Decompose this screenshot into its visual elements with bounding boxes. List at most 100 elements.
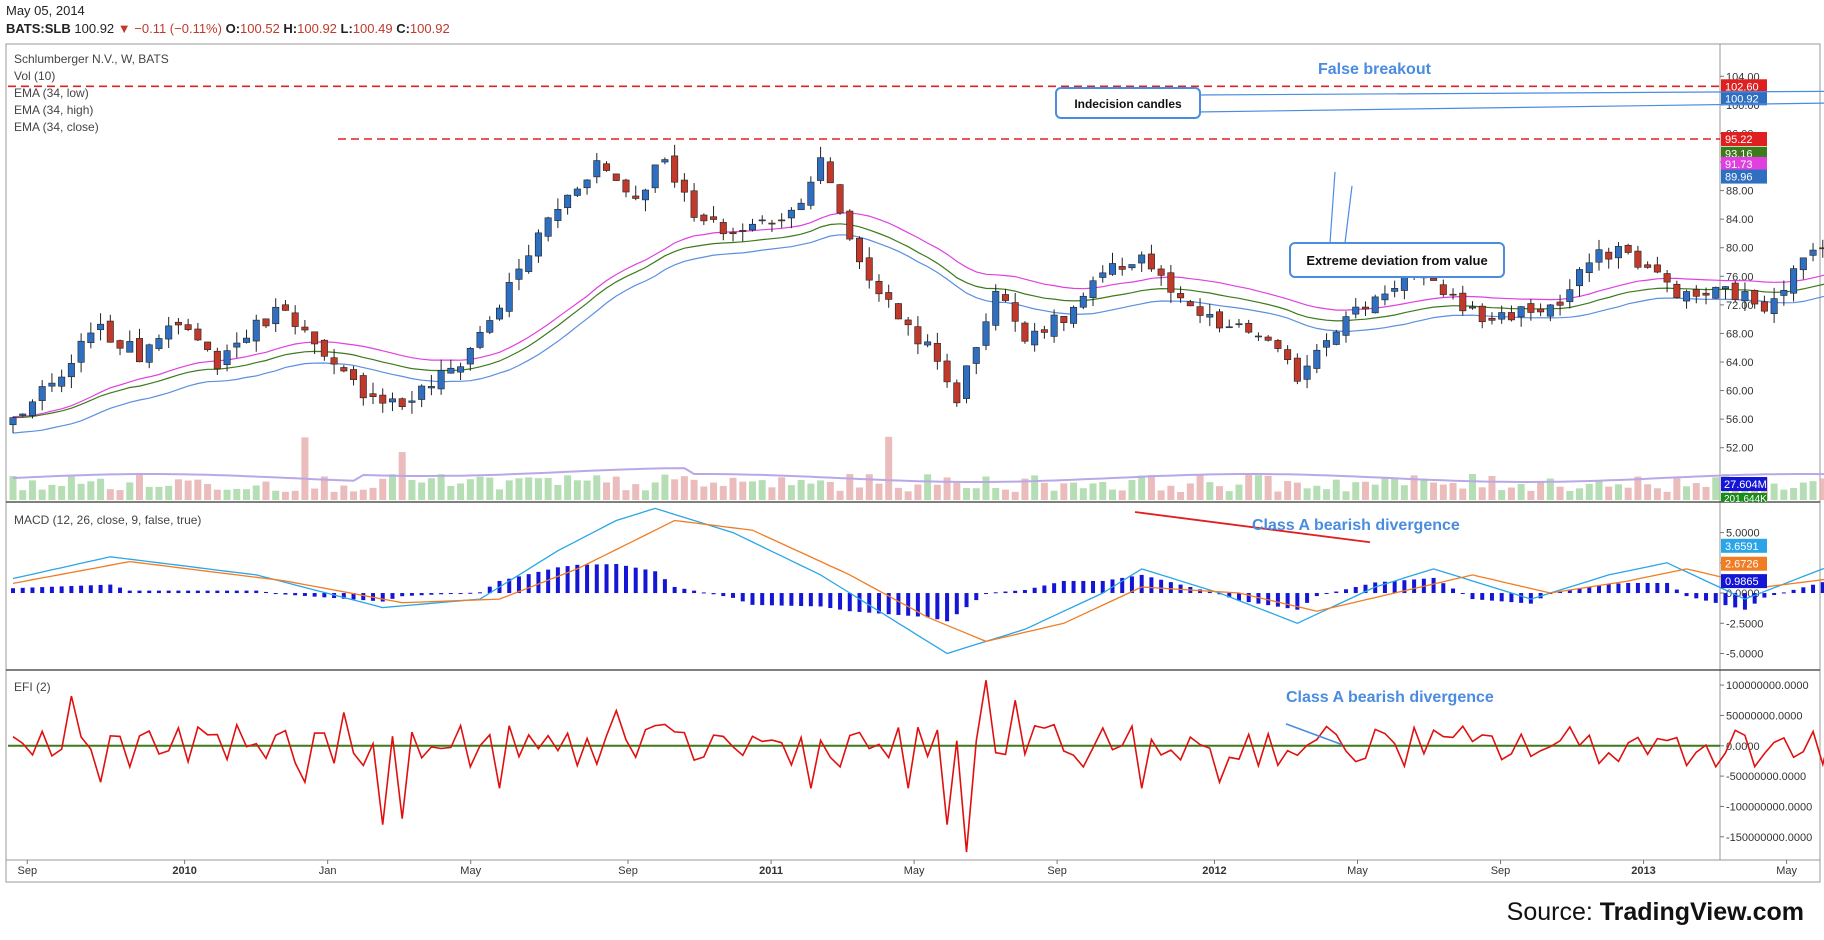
candle [1459,292,1467,312]
volume-bar [486,477,494,500]
volume-bar [836,490,844,500]
volume-bar [1488,476,1496,500]
efi-tick-label: 50000000.0000 [1726,710,1802,722]
macd-histogram-bar [380,593,385,602]
volume-bar [1624,487,1632,500]
macd-histogram-bar [1003,591,1008,594]
volume-bar [272,490,280,500]
volume-bar [1089,483,1097,500]
candle [1721,286,1729,290]
time-tick-label: Jan [319,865,337,877]
macd-badge [1721,556,1767,571]
macd-histogram-bar [1392,580,1397,594]
macd-histogram-bar [1489,593,1494,601]
macd-histogram-bar [1081,580,1086,594]
price-tick-label: 64.00 [1726,357,1754,369]
volume-bar [515,478,523,500]
volume-bar [194,479,202,500]
volume-bar [924,474,932,500]
efi-line [12,680,1824,853]
candle [223,350,231,365]
macd-histogram-bar [1129,576,1134,594]
volume-bar [1021,478,1029,500]
macd-histogram-bar [273,593,278,595]
candle [1128,264,1136,269]
volume-bar [1303,488,1311,500]
volume-bar [1079,488,1087,500]
volume-bar [340,485,348,500]
volume-bar [1138,475,1146,500]
chart-date: May 05, 2014 [6,3,85,18]
macd-histogram-bar [1402,580,1407,594]
false-breakout-annotation: False breakout [1318,61,1432,78]
volume-bar [174,479,182,500]
candle [690,190,698,218]
macd-histogram-bar [1519,593,1524,603]
volume-bar [1342,491,1350,500]
volume-bar [1196,474,1204,500]
volume-bar [1060,483,1068,500]
volume-bar [1001,489,1009,500]
volume-bar [155,486,163,500]
macd-histogram-bar [818,593,823,607]
candle [933,343,941,362]
volume-bar [466,479,474,500]
time-tick-label: May [1347,865,1368,877]
volume-bar [87,481,95,500]
volume-bar [583,480,591,500]
candle [476,331,484,348]
macd-histogram-bar [993,592,998,594]
candle [1712,286,1720,299]
candle [817,157,825,181]
macd-histogram-bar [1665,582,1670,594]
candle [359,375,367,399]
macd-histogram-bar [1635,582,1640,594]
macd-badge-label: 0.9865 [1725,576,1759,588]
macd-histogram-bar [1762,593,1767,598]
macd-histogram-bar [1606,583,1611,594]
candle [1488,317,1496,321]
legend-entry: EMA (34, high) [14,103,93,117]
volume-bar [1663,491,1671,500]
candle [1478,305,1486,323]
ema-low-badge [1721,169,1767,184]
candle [1070,306,1078,324]
volume-bar [894,487,902,500]
efi-divergence-line [1285,723,1343,746]
macd-histogram-bar [1820,582,1824,594]
volume-bar [544,477,552,500]
volume-bar [1799,482,1807,500]
candle [1274,340,1282,349]
macd-histogram-bar [186,590,191,594]
candle [1235,323,1243,326]
volume-bar [856,487,864,500]
volume-bar [437,474,445,500]
macd-histogram-bar [1528,593,1533,604]
volume-bar [291,490,299,500]
efi-tick-label: -100000000.0000 [1726,801,1812,813]
macd-histogram-bar [1227,593,1232,598]
macd-histogram-bar [1742,593,1747,610]
candle [593,160,601,178]
macd-histogram-bar [1499,593,1504,602]
candle [1050,314,1058,337]
volume-bar [1108,489,1116,500]
candle [768,222,776,225]
time-tick-label: Sep [18,865,38,877]
candle [1011,302,1019,322]
macd-histogram-bar [915,593,920,617]
efi-tick-label: -50000000.0000 [1726,771,1806,783]
macd-badge [1721,538,1767,553]
volume-bar [1683,486,1691,500]
candle [272,306,280,325]
price-tick-label: 56.00 [1726,414,1754,426]
candle [1089,280,1097,298]
candle [1634,250,1642,268]
candle [1323,340,1331,348]
candle [1546,304,1554,317]
macd-histogram-bar [1149,577,1154,594]
last-price-badge-label: 100.92 [1725,93,1759,105]
candle [1537,308,1545,313]
candle [87,332,95,343]
